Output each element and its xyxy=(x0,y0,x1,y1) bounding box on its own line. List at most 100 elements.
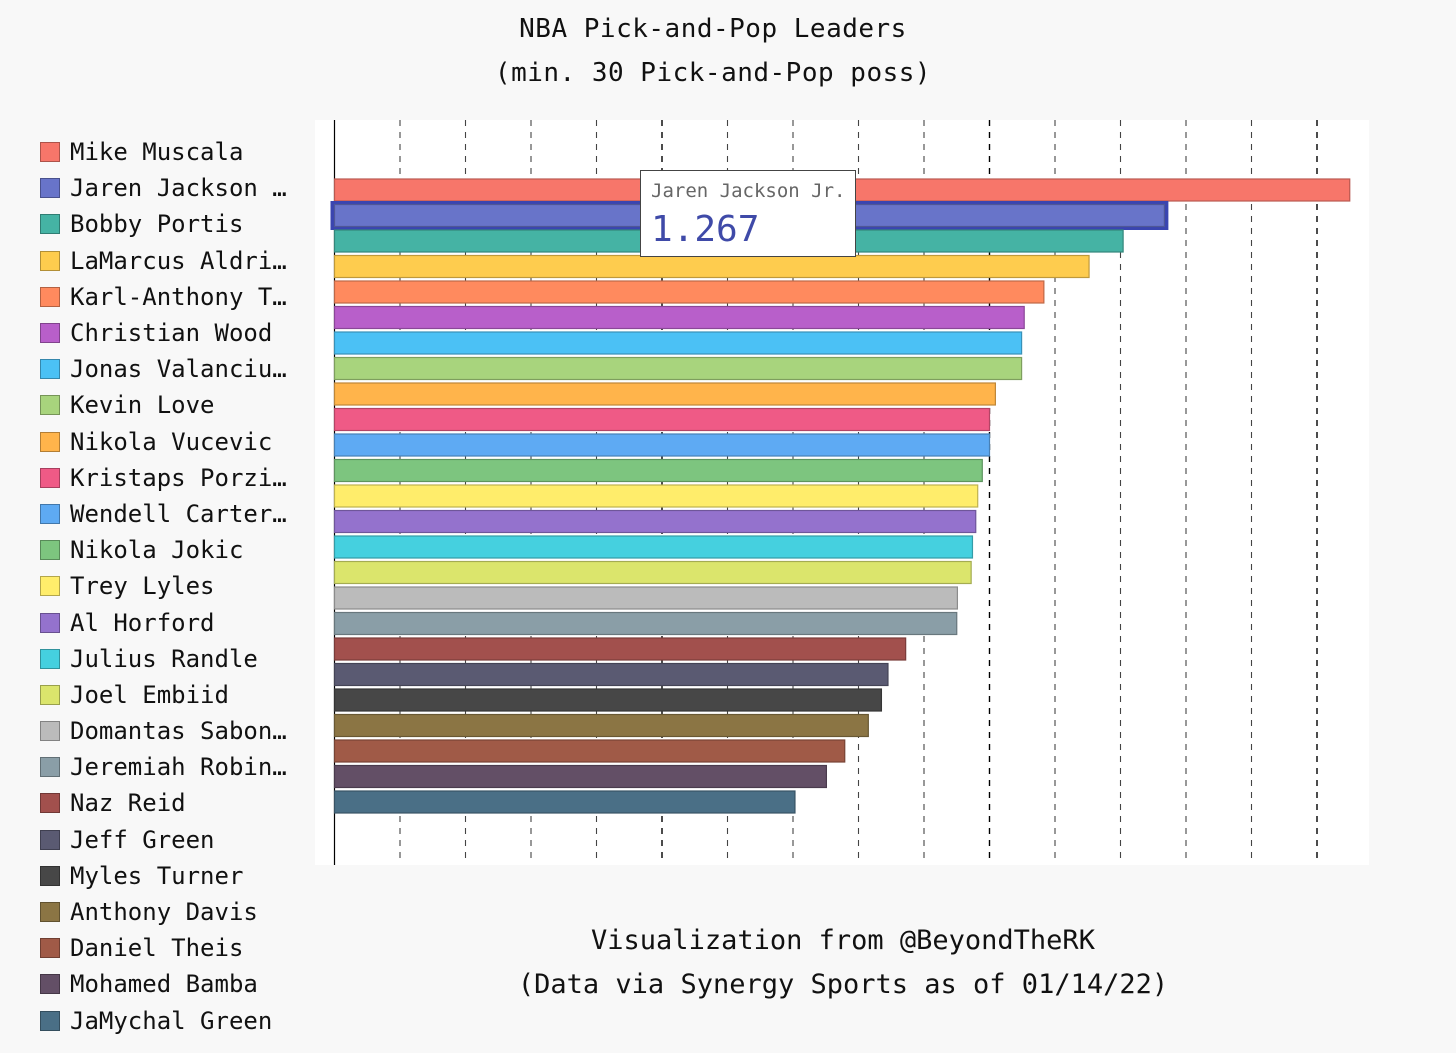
bar[interactable]: LaMarcus Aldridge: 1.152 xyxy=(333,254,1090,279)
legend-label: Daniel Theis xyxy=(70,934,244,963)
bar[interactable]: Nikola Vucevic: 1.009 xyxy=(333,382,996,406)
legend-swatch xyxy=(40,721,60,742)
legend-swatch xyxy=(40,178,60,199)
bar[interactable]: Nikola Jokic: 0.989 xyxy=(333,458,983,483)
bar[interactable]: Trey Lyles: 0.982 xyxy=(333,484,979,508)
legend-item[interactable]: LaMarcus Aldri… xyxy=(40,243,310,279)
legend-label: JaMychal Green xyxy=(70,1006,273,1035)
bar[interactable]: Jeremiah Robinson-Earl: 0.95 xyxy=(333,611,958,636)
legend-label: Trey Lyles xyxy=(70,572,215,601)
legend-swatch xyxy=(40,902,60,923)
legend-label: Jeremiah Robin… xyxy=(70,753,287,782)
bar[interactable]: Myles Turner: 0.835 xyxy=(333,688,883,712)
legend-swatch xyxy=(40,359,60,380)
bar[interactable]: Anthony Davis: 0.815 xyxy=(333,713,869,738)
legend-item[interactable]: Jeff Green xyxy=(40,822,310,858)
legend-label: Naz Reid xyxy=(70,789,186,818)
legend: Mike Muscala Jaren Jackson … Bobby Portis L… xyxy=(40,134,310,1039)
legend-swatch xyxy=(40,142,60,163)
legend-item[interactable]: Trey Lyles xyxy=(40,568,310,604)
legend-label: Kristaps Porzi… xyxy=(70,463,287,492)
legend-swatch xyxy=(40,323,60,344)
legend-item[interactable]: Julius Randle xyxy=(40,641,310,677)
legend-item[interactable]: Jonas Valanciu… xyxy=(40,351,310,387)
bar[interactable]: Christian Wood: 1.053 xyxy=(333,305,1025,330)
legend-swatch xyxy=(40,612,60,633)
legend-label: Anthony Davis xyxy=(70,898,258,927)
legend-item[interactable]: Al Horford xyxy=(40,604,310,640)
legend-item[interactable]: Joel Embiid xyxy=(40,677,310,713)
legend-label: Nikola Jokic xyxy=(70,536,244,565)
legend-item[interactable]: Nikola Jokic xyxy=(40,532,310,568)
legend-label: LaMarcus Aldri… xyxy=(70,246,287,275)
legend-swatch xyxy=(40,503,60,524)
legend-label: Joel Embiid xyxy=(70,680,229,709)
legend-label: Bobby Portis xyxy=(70,210,244,239)
legend-item[interactable]: Jaren Jackson … xyxy=(40,170,310,206)
legend-label: Nikola Vucevic xyxy=(70,427,273,456)
footer-source: (Data via Synergy Sports as of 01/14/22) xyxy=(517,969,1169,1000)
bar[interactable]: Jonas Valanciunas: 1.049 xyxy=(333,331,1023,355)
legend-swatch xyxy=(40,938,60,959)
bar[interactable]: Wendell Carter Jr.: 1 xyxy=(333,433,991,457)
tooltip-value: 1.267 xyxy=(651,209,760,250)
legend-swatch xyxy=(40,684,60,705)
legend-item[interactable]: Mohamed Bamba xyxy=(40,966,310,1002)
legend-item[interactable]: Myles Turner xyxy=(40,858,310,894)
legend-label: Karl-Anthony T… xyxy=(70,282,287,311)
legend-swatch xyxy=(40,286,60,307)
legend-swatch xyxy=(40,576,60,597)
legend-item[interactable]: Nikola Vucevic xyxy=(40,424,310,460)
legend-label: Jonas Valanciu… xyxy=(70,355,287,384)
legend-swatch xyxy=(40,250,60,271)
bar[interactable]: Jeff Green: 0.845 xyxy=(333,662,889,687)
legend-item[interactable]: Domantas Sabon… xyxy=(40,713,310,749)
legend-label: Myles Turner xyxy=(70,861,244,890)
bar[interactable]: Mohamed Bamba: 0.751 xyxy=(333,764,828,789)
footer-credit: Visualization from @BeyondTheRK xyxy=(591,925,1095,956)
legend-item[interactable]: Wendell Carter… xyxy=(40,496,310,532)
chart-subtitle: (min. 30 Pick-and-Pop poss) xyxy=(494,58,932,88)
legend-label: Mike Muscala xyxy=(70,138,244,167)
legend-label: Christian Wood xyxy=(70,319,273,348)
tooltip: Jaren Jackson Jr. 1.267 xyxy=(640,170,856,257)
bar[interactable]: Kevin Love: 1.049 xyxy=(333,356,1023,381)
bar[interactable]: Domantas Sabonis: 0.951 xyxy=(333,586,959,610)
legend-swatch xyxy=(40,540,60,561)
legend-item[interactable]: JaMychal Green xyxy=(40,1003,310,1039)
bar[interactable]: Julius Randle: 0.974 xyxy=(333,535,974,559)
legend-item[interactable]: Bobby Portis xyxy=(40,206,310,242)
legend-item[interactable]: Kevin Love xyxy=(40,387,310,423)
legend-item[interactable]: Anthony Davis xyxy=(40,894,310,930)
bar[interactable]: JaMychal Green: 0.703 xyxy=(333,790,796,814)
legend-label: Kevin Love xyxy=(70,391,215,420)
legend-label: Mohamed Bamba xyxy=(70,970,258,999)
bar[interactable]: Joel Embiid: 0.972 xyxy=(333,560,972,585)
legend-swatch xyxy=(40,974,60,995)
bar[interactable]: Al Horford: 0.979 xyxy=(333,509,977,534)
legend-item[interactable]: Christian Wood xyxy=(40,315,310,351)
chart-title: NBA Pick-and-Pop Leaders xyxy=(519,14,907,44)
legend-label: Wendell Carter… xyxy=(70,499,287,528)
legend-swatch xyxy=(40,395,60,416)
legend-swatch xyxy=(40,829,60,850)
legend-label: Jaren Jackson … xyxy=(70,174,287,203)
legend-swatch xyxy=(40,214,60,235)
legend-item[interactable]: Karl-Anthony T… xyxy=(40,279,310,315)
legend-swatch xyxy=(40,648,60,669)
bar[interactable]: Kristaps Porzingis: 1 xyxy=(333,407,991,432)
legend-item[interactable]: Naz Reid xyxy=(40,785,310,821)
legend-swatch xyxy=(40,793,60,814)
bar[interactable]: Naz Reid: 0.872 xyxy=(333,637,907,661)
bar[interactable]: Daniel Theis: 0.779 xyxy=(333,739,846,763)
legend-label: Julius Randle xyxy=(70,644,258,673)
legend-swatch xyxy=(40,431,60,452)
legend-label: Jeff Green xyxy=(70,825,215,854)
bar[interactable]: Karl-Anthony Towns: 1.083 xyxy=(333,280,1045,304)
legend-label: Al Horford xyxy=(70,608,215,637)
legend-item[interactable]: Kristaps Porzi… xyxy=(40,460,310,496)
legend-swatch xyxy=(40,865,60,886)
legend-item[interactable]: Mike Muscala xyxy=(40,134,310,170)
legend-item[interactable]: Daniel Theis xyxy=(40,930,310,966)
legend-item[interactable]: Jeremiah Robin… xyxy=(40,749,310,785)
